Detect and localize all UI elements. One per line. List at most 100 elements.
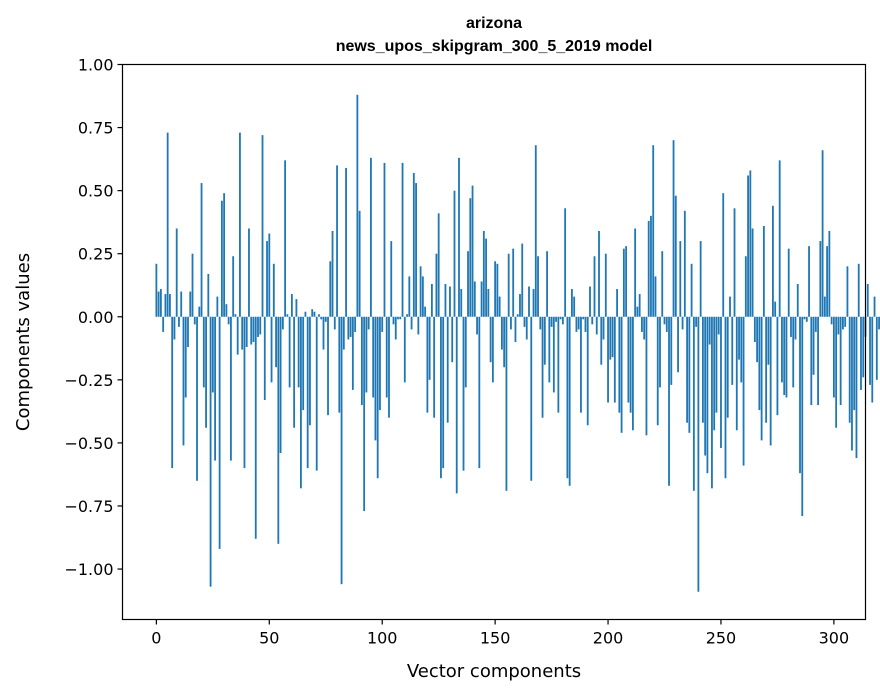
bar — [826, 246, 829, 317]
bar — [568, 316, 571, 486]
bar — [358, 210, 361, 317]
bar — [467, 251, 469, 317]
bar — [374, 316, 377, 441]
bar — [670, 316, 673, 385]
bar — [604, 253, 607, 317]
bar — [758, 316, 761, 411]
bar — [202, 316, 205, 388]
bar — [263, 316, 266, 401]
bar — [747, 175, 749, 317]
bar — [230, 316, 232, 461]
bar — [878, 316, 880, 330]
bar — [257, 316, 259, 337]
y-tick-label: −0.50 — [64, 434, 113, 453]
bar — [239, 132, 241, 317]
bar — [607, 316, 609, 403]
bar — [760, 316, 763, 441]
bar — [324, 316, 327, 322]
x-tick-label: 150 — [480, 629, 511, 648]
bar — [862, 316, 865, 378]
bar — [331, 231, 334, 317]
x-tick-label: 300 — [819, 629, 850, 648]
bar — [537, 256, 539, 317]
bar — [189, 291, 192, 317]
bar — [722, 193, 725, 317]
bar — [318, 314, 320, 317]
bar — [546, 251, 548, 317]
bar — [566, 316, 569, 479]
bar — [458, 157, 460, 317]
bar — [370, 157, 372, 317]
bar — [794, 316, 797, 340]
bar — [593, 256, 596, 317]
bar — [697, 316, 700, 592]
bar — [469, 198, 472, 317]
bar — [455, 316, 458, 494]
bar — [674, 195, 677, 317]
bar — [501, 316, 503, 350]
bar — [808, 246, 810, 317]
bar — [166, 132, 169, 317]
bar — [598, 231, 600, 317]
bar — [241, 316, 244, 350]
bar — [193, 316, 196, 325]
bar — [817, 316, 819, 406]
bar — [205, 316, 207, 428]
bar — [555, 316, 558, 322]
bar — [381, 316, 384, 332]
bar — [394, 316, 397, 340]
bar — [636, 306, 639, 317]
bar — [322, 316, 325, 350]
x-tick-label: 100 — [367, 629, 398, 648]
bar — [286, 314, 289, 317]
y-axis-ticks: 1.00 0.75 0.50 0.25 0.00 −0.25 −0.50 −0.75 −1.00 — [64, 56, 123, 579]
bar — [749, 170, 752, 317]
bar — [379, 316, 381, 411]
bar — [681, 316, 684, 330]
bar — [270, 316, 273, 383]
bar — [801, 316, 804, 517]
bar — [762, 225, 765, 317]
bar — [354, 316, 357, 332]
bar — [300, 316, 302, 489]
bar — [175, 228, 178, 317]
bar — [582, 316, 585, 320]
y-tick-label: 0.50 — [78, 182, 114, 201]
bar — [571, 289, 573, 317]
bar — [243, 316, 246, 469]
bar — [860, 316, 862, 390]
bar — [805, 316, 808, 322]
bar — [875, 316, 878, 380]
bar — [191, 253, 194, 317]
bar — [573, 296, 576, 317]
bar — [290, 294, 293, 317]
bar — [823, 296, 826, 317]
bar — [236, 316, 239, 355]
bar — [491, 316, 494, 383]
bar — [408, 276, 411, 317]
bar — [462, 316, 465, 471]
bar — [342, 316, 345, 350]
bar — [442, 316, 445, 469]
bar — [663, 316, 666, 325]
bar — [690, 263, 693, 317]
bars-group — [155, 94, 880, 592]
chart-subtitle: news_upos_skipgram_300_5_2019 model — [336, 38, 653, 55]
bar — [252, 316, 255, 342]
bar — [659, 316, 661, 388]
bar — [399, 316, 402, 320]
bar — [559, 316, 562, 320]
bar — [528, 286, 530, 317]
bar — [489, 316, 492, 363]
bar — [345, 167, 347, 317]
bar — [440, 316, 442, 479]
bar — [577, 316, 580, 330]
bar — [250, 316, 253, 345]
bar — [340, 316, 343, 585]
bar — [480, 281, 483, 317]
bar — [695, 316, 698, 327]
bar — [412, 172, 415, 317]
bar — [625, 246, 628, 317]
bar — [218, 316, 221, 549]
bar — [525, 316, 528, 340]
